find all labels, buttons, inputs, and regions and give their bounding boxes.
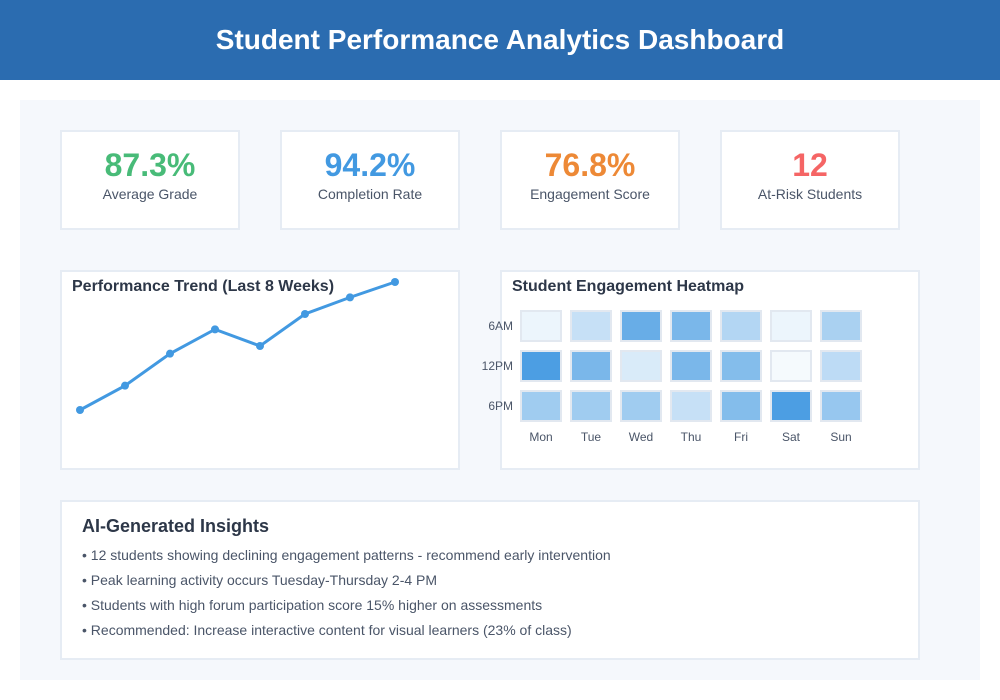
insights-panel: AI-Generated Insights • 12 students show… (60, 500, 920, 660)
heatmap-day-label: Sun (830, 430, 852, 444)
stat-card-engagement-score: 76.8% Engagement Score (500, 130, 680, 230)
heatmap-cell (520, 310, 562, 342)
heatmap-cell (570, 390, 612, 422)
heatmap-row-label: 12PM (481, 359, 513, 373)
heatmap-cell (770, 350, 812, 382)
heatmap-row-label: 6PM (488, 399, 513, 413)
heatmap-cell (670, 390, 712, 422)
stat-label: Completion Rate (317, 186, 423, 202)
stat-card-at-risk-students: 12 At-Risk Students (720, 130, 900, 230)
heatmap-cell (570, 310, 612, 342)
heatmap-cell (670, 310, 712, 342)
heatmap-cell (720, 310, 762, 342)
insight-item: • Students with high forum participation… (82, 597, 543, 613)
trend-point (211, 325, 219, 334)
heatmap-title: Student Engagement Heatmap (512, 278, 745, 295)
trend-point (121, 381, 129, 390)
stat-card-completion-rate: 94.2% Completion Rate (280, 130, 460, 230)
trend-point (256, 342, 264, 350)
heatmap-cell (570, 350, 612, 382)
engagement-heatmap-panel: Student Engagement Heatmap 6AM 12PM 6PM Mon… (482, 270, 920, 470)
heatmap-day-label: Sat (781, 430, 800, 444)
stat-value: 76.8% (544, 147, 636, 183)
heatmap-cell (770, 310, 812, 342)
trend-point (301, 310, 309, 318)
trend-line (79, 280, 396, 412)
heatmap-cell (820, 350, 862, 382)
heatmap-row-label: 6AM (488, 319, 513, 333)
heatmap-day-label: Thu (680, 430, 702, 444)
performance-trend-chart (76, 278, 399, 414)
page-title: Student Performance Analytics Dashboard (215, 24, 785, 55)
insight-item: • Peak learning activity occurs Tuesday-… (82, 572, 438, 588)
trend-point (346, 293, 354, 302)
stat-label: At-Risk Students (757, 186, 863, 202)
heatmap-cell (670, 350, 712, 382)
trend-point (391, 278, 399, 286)
heatmap-day-label: Fri (734, 430, 748, 444)
dashboard-body: 87.3% Average Grade 94.2% Completion Rat… (20, 100, 980, 680)
insights-title: AI-Generated Insights (82, 516, 270, 536)
heatmap-cell (520, 350, 562, 382)
heatmap-cell (620, 390, 662, 422)
stat-card-average-grade: 87.3% Average Grade (60, 130, 240, 230)
heatmap-cell (820, 310, 862, 342)
heatmap-cell (620, 350, 662, 382)
stat-value: 94.2% (324, 147, 416, 183)
heatmap-cell (520, 390, 562, 422)
stat-label: Engagement Score (530, 186, 650, 202)
heatmap-cell (620, 310, 662, 342)
heatmap-day-label: Mon (529, 430, 553, 444)
heatmap-cell (720, 350, 762, 382)
heatmap-cell (820, 390, 862, 422)
heatmap-day-label: Wed (628, 430, 654, 444)
heatmap-cell (770, 390, 812, 422)
trend-point (166, 349, 174, 358)
insight-item: • 12 students showing declining engageme… (82, 547, 611, 563)
performance-trend-panel: Performance Trend (Last 8 Weeks) (60, 270, 460, 470)
insight-item: • Recommended: Increase interactive cont… (82, 622, 572, 638)
trend-point (76, 406, 84, 414)
stat-label: Average Grade (102, 186, 198, 202)
stat-value: 87.3% (104, 147, 196, 183)
trend-title: Performance Trend (Last 8 Weeks) (72, 278, 335, 295)
heatmap-cell (720, 390, 762, 422)
stat-value: 12 (792, 147, 828, 183)
dashboard-header: Student Performance Analytics Dashboard (0, 0, 1000, 80)
heatmap-day-label: Tue (580, 430, 602, 444)
